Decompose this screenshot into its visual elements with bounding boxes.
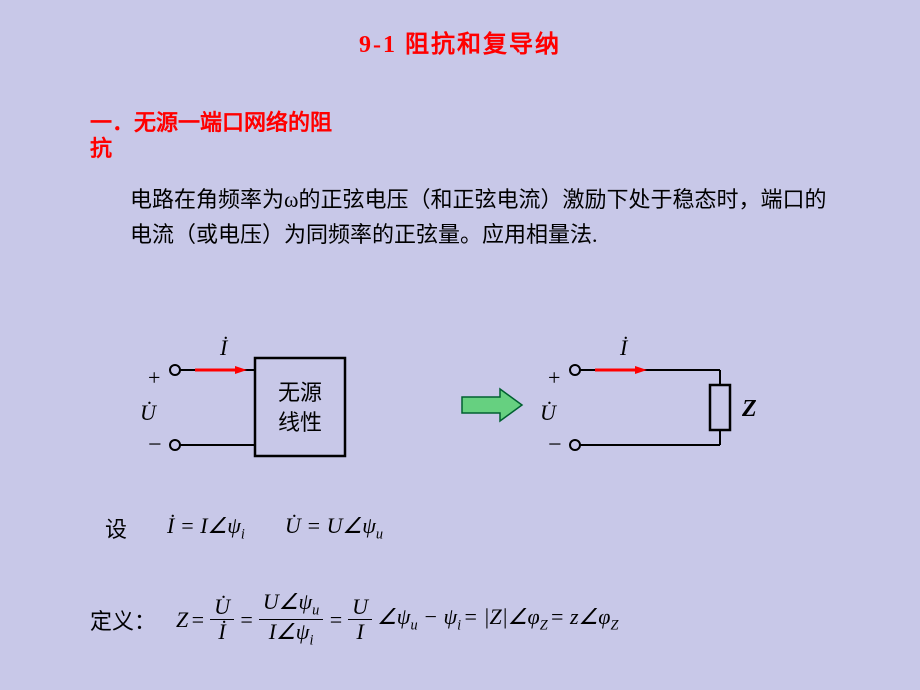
suppose-eq2-rhs: = U∠ψ [306, 513, 376, 538]
def-frac2-den: I∠ψi [265, 620, 318, 649]
label-plus-r: + [548, 365, 560, 390]
def-tail2: = z∠φZ [550, 604, 619, 634]
def-frac2-den-txt: I∠ψ [269, 619, 310, 644]
body-paragraph: 电路在角频率为ω的正弦电压（和正弦电流）激励下处于稳态时，端口的电流（或电压）为… [130, 182, 830, 252]
terminal-top [170, 365, 180, 375]
def-tail1: = |Z|∠φZ [463, 604, 548, 634]
label-minus-r: − [548, 432, 562, 458]
suppose-eq1-lhs: İ [167, 513, 174, 539]
terminal-top-r [570, 365, 580, 375]
box-line1: 无源 [278, 380, 322, 405]
def-tail1-txt: = |Z|∠φ [463, 604, 540, 629]
def-frac2-num: U∠ψu [259, 590, 323, 620]
passive-box [255, 358, 345, 456]
def-eq3: = [328, 607, 343, 633]
def-Z: Z [176, 607, 188, 633]
def-eq2: = [239, 607, 254, 633]
suppose-eq2-sub: u [376, 526, 383, 542]
circuit-right-svg: İ + U̇ − Z [520, 330, 780, 490]
def-minus: − ψ [418, 604, 458, 629]
circuit-left: İ + U̇ − 无源 线性 [120, 330, 360, 495]
def-frac1: U̇ İ [210, 595, 234, 644]
terminal-bottom-r [570, 440, 580, 450]
def-frac3-den: I [352, 620, 367, 644]
current-arrow-head [235, 366, 247, 374]
suppose-eq1: İ = I∠ψi [167, 513, 245, 543]
def-tail2-txt: = z∠φ [550, 604, 611, 629]
label-Z: Z [741, 396, 757, 422]
suppose-eq2-lhs: U̇ [285, 513, 301, 539]
box-line2: 线性 [278, 410, 322, 435]
def-frac3-num: U [348, 595, 372, 620]
impedance-box [710, 385, 730, 430]
def-frac2: U∠ψu I∠ψi [259, 590, 323, 649]
circuit-left-svg: İ + U̇ − 无源 线性 [120, 330, 360, 490]
def-tail1-sub: Z [540, 618, 548, 634]
section-heading-line2: 抗 [90, 136, 112, 161]
suppose-label: 设 [105, 512, 127, 544]
def-frac1-num: U̇ [210, 595, 234, 620]
def-mid-sub-u: u [410, 618, 417, 634]
def-frac3: U I [348, 595, 372, 644]
suppose-eq1-rhs: = I∠ψ [180, 513, 241, 538]
current-arrow-head-r [635, 366, 647, 374]
def-mid-txt: ∠ψ [377, 604, 410, 629]
def-tail2-sub: Z [610, 618, 618, 634]
suppose-row: 设 İ = I∠ψi U̇ = U∠ψu [105, 512, 383, 544]
slide-title: 9-1 阻抗和复导纳 [0, 0, 920, 59]
label-U: U̇ [140, 400, 158, 425]
def-eq1: = [190, 607, 205, 633]
terminal-bottom [170, 440, 180, 450]
label-plus: + [148, 365, 160, 390]
section-heading-line1: 一．无源一端口网络的阻 [90, 110, 332, 135]
section-heading: 一．无源一端口网络的阻 抗 [90, 110, 332, 163]
diagram-row: İ + U̇ − 无源 线性 [120, 330, 820, 490]
definition-equation: Z = U̇ İ = U∠ψu I∠ψi = U I ∠ψu − ψi = |Z… [176, 590, 618, 649]
suppose-eq2: U̇ = U∠ψu [285, 513, 383, 543]
def-frac2-den-sub: i [309, 633, 313, 649]
definition-label: 定义： [90, 604, 156, 636]
label-I: İ [219, 335, 229, 360]
suppose-eq1-sub: i [241, 526, 245, 542]
label-minus: − [148, 432, 162, 458]
label-I-r: İ [619, 335, 629, 360]
def-frac2-num-txt: U∠ψ [263, 589, 312, 614]
def-frac1-den: İ [214, 620, 229, 644]
def-frac2-num-sub: u [312, 602, 319, 618]
label-U-r: U̇ [540, 400, 558, 425]
definition-row: 定义： Z = U̇ İ = U∠ψu I∠ψi = U I ∠ψu − ψi … [90, 590, 618, 649]
def-mid-sub-i: i [457, 618, 461, 634]
def-mid: ∠ψu − ψi [377, 604, 461, 634]
circuit-right: İ + U̇ − Z [520, 330, 780, 495]
